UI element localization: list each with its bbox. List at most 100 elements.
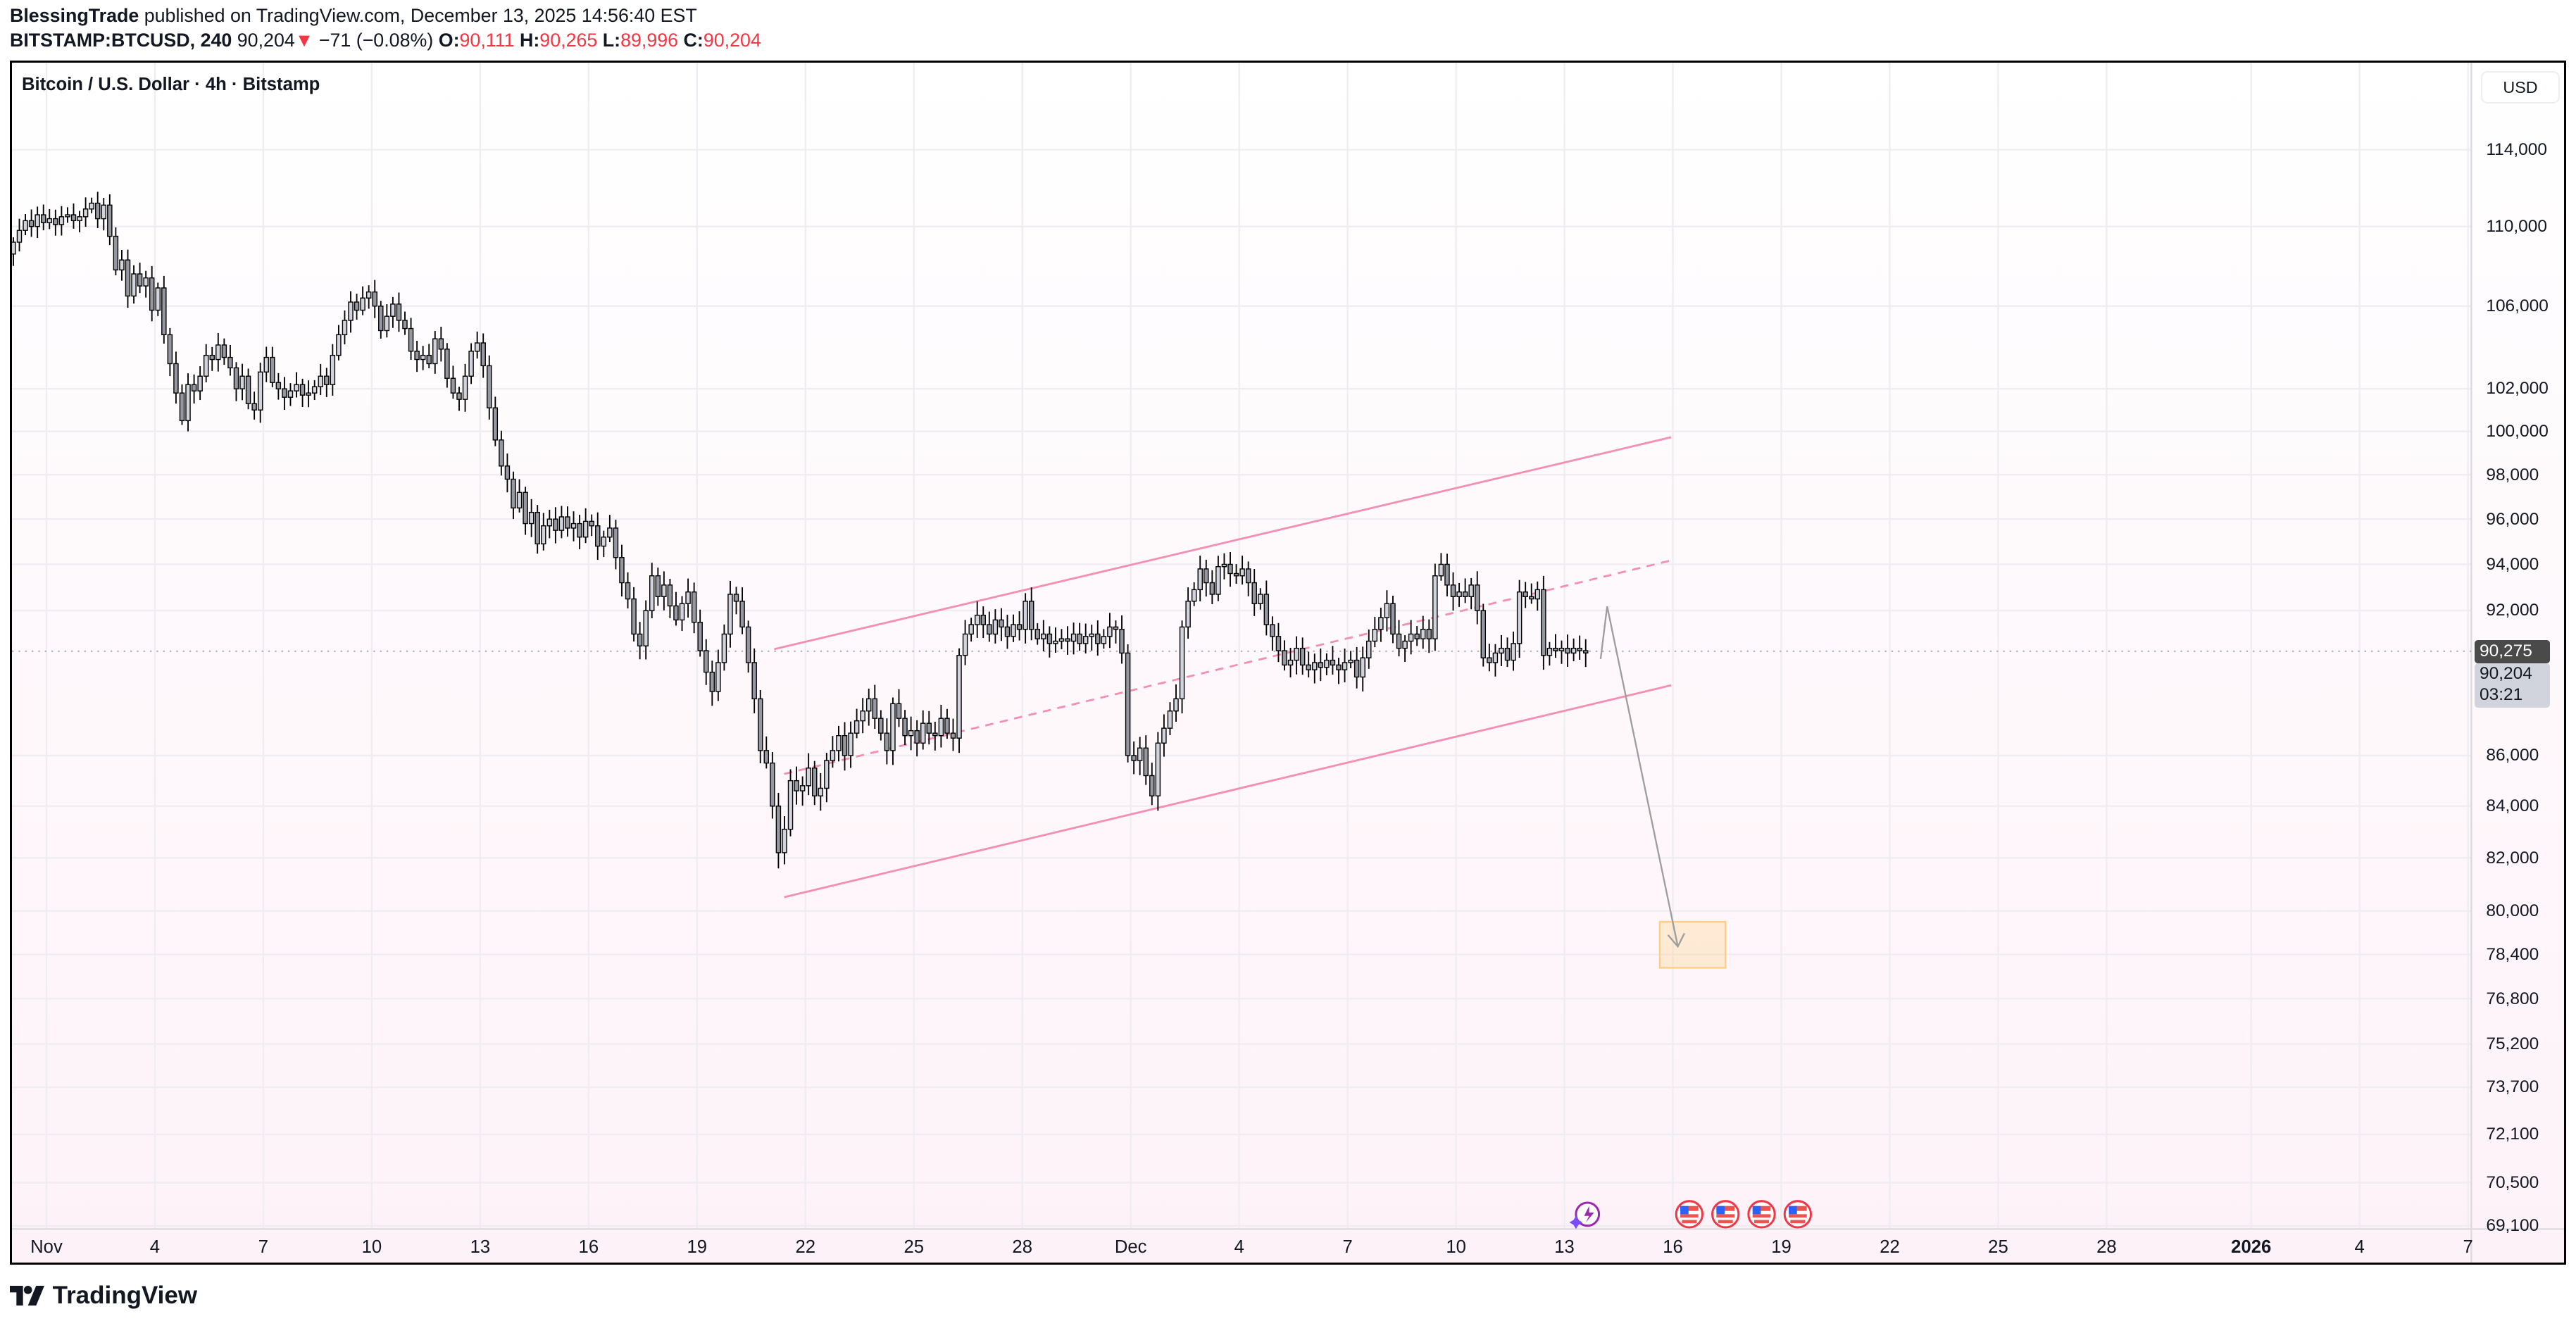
us-flag-icon[interactable] [1711, 1200, 1740, 1229]
candle-bear [53, 218, 58, 225]
candle-bear [1125, 653, 1131, 756]
candle-bull [1101, 636, 1107, 644]
time-tick-label: 28 [1012, 1237, 1032, 1258]
candle-bear [914, 730, 920, 744]
candle-bull [1570, 648, 1577, 654]
candle-bull [263, 357, 269, 373]
candle-bull [1408, 634, 1414, 642]
time-tick-label: 10 [361, 1237, 382, 1258]
candle-bear [577, 523, 582, 538]
candle-bull [185, 384, 191, 422]
candle-bear [1504, 648, 1511, 661]
time-tick-label: 16 [578, 1237, 599, 1258]
price-tick-label: 96,000 [2486, 509, 2539, 529]
candle-bear [902, 718, 908, 737]
candle-bull [131, 273, 137, 297]
candle-bear [1577, 648, 1582, 652]
candle-bear [221, 344, 227, 358]
candle-bull [203, 355, 209, 377]
time-tick-label: 10 [1446, 1237, 1466, 1258]
currency-button[interactable]: USD [2481, 70, 2560, 104]
candle-bull [1161, 727, 1167, 744]
candle-bear [842, 735, 848, 756]
candle-bull [582, 520, 589, 538]
candle-bull [679, 603, 685, 621]
candle-bull [956, 655, 962, 739]
candle-bull [570, 523, 577, 529]
open-value: 90,111 [459, 29, 515, 51]
last-price-value: 90,204 [2479, 663, 2532, 683]
time-tick-label: 4 [2354, 1237, 2365, 1258]
candle-bull [330, 355, 336, 386]
candle-bull [824, 760, 830, 789]
candle-bull [1197, 568, 1203, 591]
candlestick-chart[interactable] [11, 63, 2566, 1265]
candle-bear [456, 392, 462, 401]
chart-pane[interactable]: Bitcoin / U.S. Dollar · 4h · Bitstamp US… [9, 61, 2566, 1265]
close-value: 90,204 [703, 29, 761, 51]
candle-bear [980, 615, 986, 626]
candle-bull [390, 303, 396, 318]
candle-bull [860, 710, 865, 722]
candle-bull [643, 610, 649, 647]
candle-bear [137, 273, 143, 287]
candle-bull [890, 703, 896, 751]
tradingview-logo[interactable]: TradingView [9, 1282, 197, 1310]
candle-bull [432, 338, 438, 365]
candle-bear [673, 606, 679, 621]
low-label: L: [602, 29, 621, 51]
candle-bull [661, 584, 667, 598]
candle-bear [944, 718, 950, 734]
candle-bull [1215, 566, 1221, 595]
time-tick-label: 2026 [2231, 1237, 2272, 1258]
price-tick-label: 84,000 [2486, 796, 2539, 816]
candle-bear [1318, 662, 1324, 668]
candle-bear [125, 259, 131, 297]
candle-bear [450, 377, 456, 394]
candle-bear [1487, 657, 1492, 663]
candle-bear [438, 338, 444, 350]
time-tick-label: 22 [1880, 1237, 1900, 1258]
time-tick-label: 7 [258, 1237, 269, 1258]
candle-bear [167, 334, 173, 365]
time-tick-label: 19 [687, 1237, 708, 1258]
candle-bear [1474, 584, 1480, 612]
us-flag-icon[interactable] [1675, 1200, 1704, 1229]
price-tick-label: 82,000 [2486, 848, 2539, 868]
candle-bear [282, 388, 287, 399]
lightning-ai-icon[interactable] [1569, 1201, 1601, 1229]
candle-bull [1053, 641, 1058, 644]
candle-bear [667, 584, 673, 607]
time-tick-label: 7 [1342, 1237, 1353, 1258]
price-tick-label: 86,000 [2486, 746, 2539, 765]
candle-bull [649, 575, 655, 612]
candle-bull [854, 720, 860, 734]
candle-bear [1462, 591, 1468, 598]
publish-info: BlessingTrade published on TradingView.c… [10, 5, 697, 27]
candle-bull [89, 203, 94, 210]
candle-bull [1089, 634, 1094, 637]
candle-bull [541, 525, 546, 545]
candle-bear [504, 465, 511, 480]
price-tick-label: 102,000 [2486, 379, 2549, 399]
candle-bear [1227, 564, 1233, 575]
candle-bear [733, 594, 739, 602]
candle-bull [306, 392, 311, 396]
us-flag-icon[interactable] [1747, 1200, 1776, 1229]
candle-bull [830, 750, 836, 762]
candle-bull [1432, 575, 1438, 640]
time-tick-label: 25 [1988, 1237, 2008, 1258]
candle-bull [46, 218, 52, 224]
candle-bear [697, 622, 703, 652]
chart-title: Bitcoin / U.S. Dollar · 4h · Bitstamp [21, 74, 320, 94]
open-label: O: [438, 29, 460, 51]
author-name[interactable]: BlessingTrade [9, 4, 139, 26]
candle-bear [523, 492, 528, 525]
candle-bull [311, 386, 318, 394]
channel-lower-line [784, 684, 1672, 899]
candle-bear [1450, 584, 1456, 598]
candle-bull [1011, 624, 1016, 637]
us-flag-icon[interactable] [1783, 1200, 1813, 1229]
candle-bull [1378, 617, 1384, 630]
projection-arrowhead-icon [1667, 933, 1685, 949]
